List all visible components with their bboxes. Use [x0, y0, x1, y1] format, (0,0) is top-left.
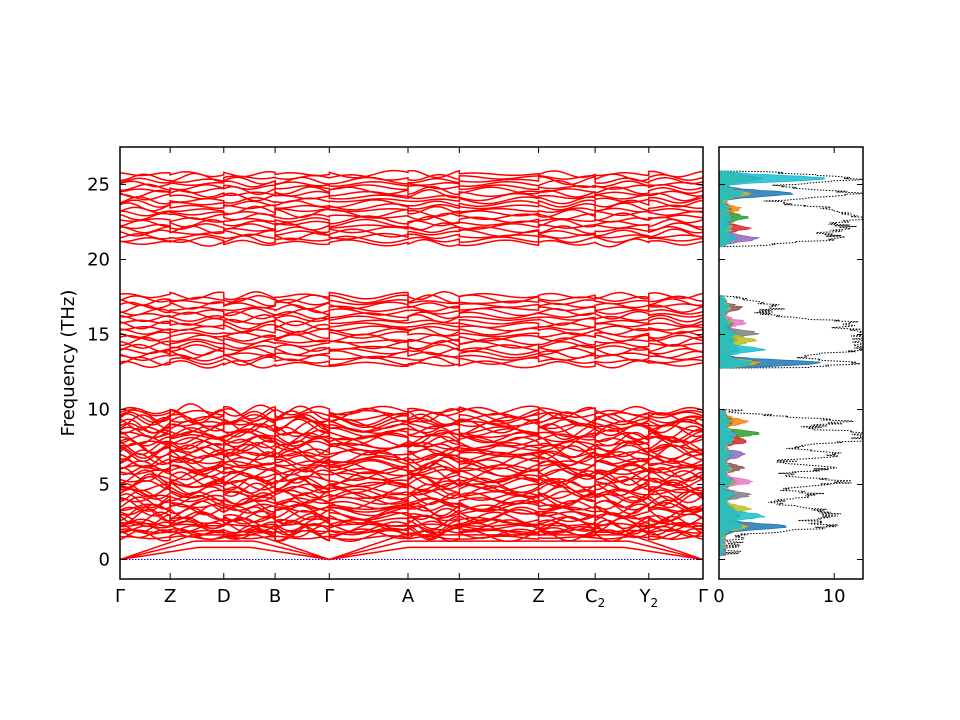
y-tick-label-1: 5 — [99, 475, 110, 496]
band-line-62 — [120, 405, 703, 421]
band-line-27 — [120, 482, 703, 498]
kpoint-label-9: Y2 — [638, 586, 658, 610]
dos-axis-ticks: 0 10 — [713, 147, 863, 607]
band-line-35 — [120, 466, 703, 478]
kpoint-label-4: Γ — [324, 586, 334, 607]
kpoint-label-10: Γ — [698, 586, 708, 607]
kpoint-label-0: Γ — [115, 586, 125, 607]
y-tick-label-2: 10 — [87, 400, 110, 421]
kpoint-label-6: E — [454, 586, 465, 607]
kpoint-subscript: 2 — [598, 596, 606, 610]
band-line-1 — [120, 540, 703, 561]
band-line-96 — [120, 205, 703, 215]
band-line-85 — [120, 290, 703, 301]
dos-x-tick-label-0: 0 — [713, 586, 724, 607]
dos-x-tick-label-1: 10 — [823, 586, 846, 607]
band-line-65 — [120, 356, 703, 366]
band-line-88 — [120, 231, 703, 241]
y-axis-ticks: 0 5 10 15 20 25 — [87, 175, 703, 571]
y-tick-label-0: 0 — [99, 550, 110, 571]
dos-plot-frame — [718, 146, 864, 580]
band-line-39 — [120, 456, 703, 471]
band-line-87 — [120, 235, 703, 244]
band-line-69 — [120, 343, 703, 353]
band-line-63 — [120, 403, 703, 419]
band-line-55 — [120, 420, 703, 436]
band-line-21 — [120, 495, 703, 511]
dos-curves — [719, 147, 863, 579]
band-line-98 — [120, 199, 703, 209]
kpoint-subscript: 2 — [650, 596, 658, 610]
band-line-93 — [120, 215, 703, 225]
band-line-77 — [120, 317, 703, 327]
band-structure-panel: Γ Z D B Γ A E Z C2 Y2 Γ 0 5 10 15 20 25 Frequency (THz) — [58, 146, 708, 610]
kpoint-label-3: B — [269, 586, 281, 607]
y-tick-label-3: 15 — [87, 325, 110, 346]
band-line-94 — [120, 212, 703, 222]
band-line-71 — [120, 336, 703, 347]
band-line-44 — [120, 444, 703, 461]
kpoint-label-5: A — [402, 586, 415, 607]
band-line-86 — [120, 238, 703, 248]
band-line-0 — [120, 546, 703, 561]
band-line-89 — [120, 228, 703, 238]
y-axis-label: Frequency (THz) — [58, 290, 79, 437]
dos-panel: 0 10 — [713, 146, 864, 607]
band-lines — [120, 169, 703, 561]
projected-dos-series-9 — [719, 147, 826, 579]
kpoint-label-2: D — [217, 586, 231, 607]
band-line-51 — [120, 429, 703, 445]
total-dos-curve — [719, 147, 863, 579]
band-line-104 — [120, 179, 703, 189]
band-line-102 — [120, 185, 703, 196]
band-plot-frame — [119, 146, 704, 580]
band-line-74 — [120, 326, 703, 337]
kpoint-label-8: C2 — [585, 586, 605, 610]
band-line-105 — [120, 175, 703, 186]
band-line-91 — [120, 222, 703, 231]
band-line-101 — [120, 189, 703, 199]
band-line-76 — [120, 320, 703, 330]
kpoint-label-7: Z — [532, 586, 544, 607]
band-line-80 — [120, 307, 703, 317]
band-line-9 — [120, 522, 703, 537]
band-line-81 — [120, 304, 703, 314]
band-line-79 — [120, 310, 703, 320]
band-line-13 — [120, 513, 703, 528]
y-tick-label-5: 25 — [87, 175, 110, 196]
band-line-84 — [120, 294, 703, 304]
band-line-107 — [120, 169, 703, 179]
y-tick-label-4: 20 — [87, 250, 110, 271]
kpoint-label-1: Z — [164, 586, 176, 607]
band-line-103 — [120, 183, 703, 191]
